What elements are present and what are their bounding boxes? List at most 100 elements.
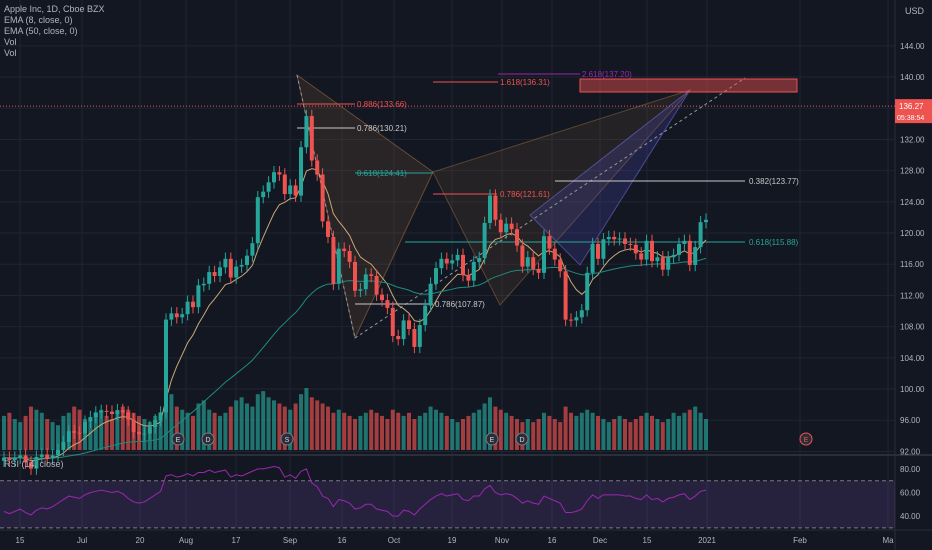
volume-bar xyxy=(336,409,341,450)
candle-body xyxy=(77,432,82,434)
candle-body xyxy=(56,449,60,456)
candle-body xyxy=(315,160,320,175)
volume-bar xyxy=(93,412,98,450)
candle-body xyxy=(396,336,401,340)
candle-body xyxy=(180,314,185,318)
candle-body xyxy=(687,240,692,266)
candle-body xyxy=(7,457,12,461)
candle-body xyxy=(363,274,368,290)
x-tick-label: 20 xyxy=(136,536,145,545)
event-marker-label: E xyxy=(804,437,809,444)
candle-body xyxy=(704,219,708,223)
volume-bar xyxy=(315,400,320,450)
candle-body xyxy=(326,221,330,237)
volume-bar xyxy=(450,419,455,450)
volume-bar xyxy=(56,425,60,450)
volume-bar xyxy=(428,406,433,450)
event-marker-label: E xyxy=(490,437,495,444)
harmonic-shape xyxy=(432,88,692,306)
candle-body xyxy=(639,253,644,260)
volume-bar xyxy=(477,409,482,450)
volume-bar xyxy=(23,415,28,450)
volume-bar xyxy=(239,397,244,450)
candle-body xyxy=(666,257,671,270)
candle-body xyxy=(66,431,71,443)
candle-body xyxy=(628,243,633,245)
volume-bar xyxy=(633,419,638,450)
candle-body xyxy=(331,236,336,284)
x-tick-label: 16 xyxy=(548,536,557,545)
volume-bar xyxy=(115,412,120,450)
x-tick-label: Nov xyxy=(495,536,509,545)
x-tick-label: Dec xyxy=(593,536,607,545)
volume-bar xyxy=(169,394,174,450)
candle-body xyxy=(590,243,595,273)
price-tick-label: 144.00 xyxy=(900,42,925,51)
candle-body xyxy=(29,462,33,469)
volume-bar xyxy=(569,412,573,450)
candle-body xyxy=(23,455,28,463)
candle-body xyxy=(617,238,622,240)
volume-bar xyxy=(461,419,465,450)
candle-body xyxy=(493,195,498,220)
x-tick-label: Oct xyxy=(388,536,401,545)
volume-bar xyxy=(650,415,654,450)
candle-body xyxy=(450,260,455,264)
volume-bar xyxy=(369,409,374,450)
candle-body xyxy=(212,272,217,276)
volume-bar xyxy=(423,412,428,450)
volume-bar xyxy=(293,403,298,450)
volume-bar xyxy=(255,394,260,450)
volume-bar xyxy=(682,412,687,450)
volume-bar xyxy=(29,406,33,450)
volume-bar xyxy=(482,403,487,450)
candle-body xyxy=(120,410,125,413)
price-tick-label: 92.00 xyxy=(900,447,921,456)
candle-body xyxy=(412,328,417,347)
volume-bar xyxy=(50,422,55,450)
currency-label: USD xyxy=(904,6,924,16)
fib-label: 1.618(136.31) xyxy=(500,78,550,87)
volume-bar xyxy=(466,415,471,450)
candle-body xyxy=(131,419,136,432)
candle-body xyxy=(407,320,411,329)
candle-body xyxy=(693,247,698,266)
event-marker xyxy=(201,432,215,446)
candle-body xyxy=(660,257,665,270)
candle-body xyxy=(482,222,487,258)
candle-body xyxy=(261,191,266,198)
price-tick-label: 112.00 xyxy=(900,291,924,300)
x-tick-label: 15 xyxy=(16,536,25,545)
volume-bar xyxy=(704,419,708,450)
candle-body xyxy=(342,248,347,251)
x-tick-label: 2021 xyxy=(698,536,716,545)
candle-body xyxy=(671,254,676,258)
volume-bar xyxy=(552,419,557,450)
volume-bar xyxy=(218,415,222,450)
rsi-band xyxy=(0,480,895,528)
candle-body xyxy=(288,185,293,195)
event-marker xyxy=(280,432,294,446)
volume-bar xyxy=(191,415,195,450)
candle-body xyxy=(228,258,233,278)
candle-body xyxy=(558,259,563,272)
volume-bar xyxy=(180,409,185,450)
candle-body xyxy=(444,258,449,264)
candle-body xyxy=(633,244,638,254)
candle-body xyxy=(137,431,141,435)
candle-body xyxy=(12,457,17,461)
candles xyxy=(2,109,708,475)
candle-body xyxy=(401,320,406,340)
candle-body xyxy=(520,245,525,267)
candle-body xyxy=(196,285,201,308)
price-tick-label: 108.00 xyxy=(900,323,925,332)
volume-bar xyxy=(120,406,125,450)
candle-body xyxy=(650,240,654,262)
candle-body xyxy=(353,261,357,291)
candle-body xyxy=(169,313,174,320)
candle-body xyxy=(2,457,6,461)
candle-body xyxy=(504,223,509,233)
x-tick-label: Feb xyxy=(793,536,807,545)
volume-bar xyxy=(439,412,444,450)
